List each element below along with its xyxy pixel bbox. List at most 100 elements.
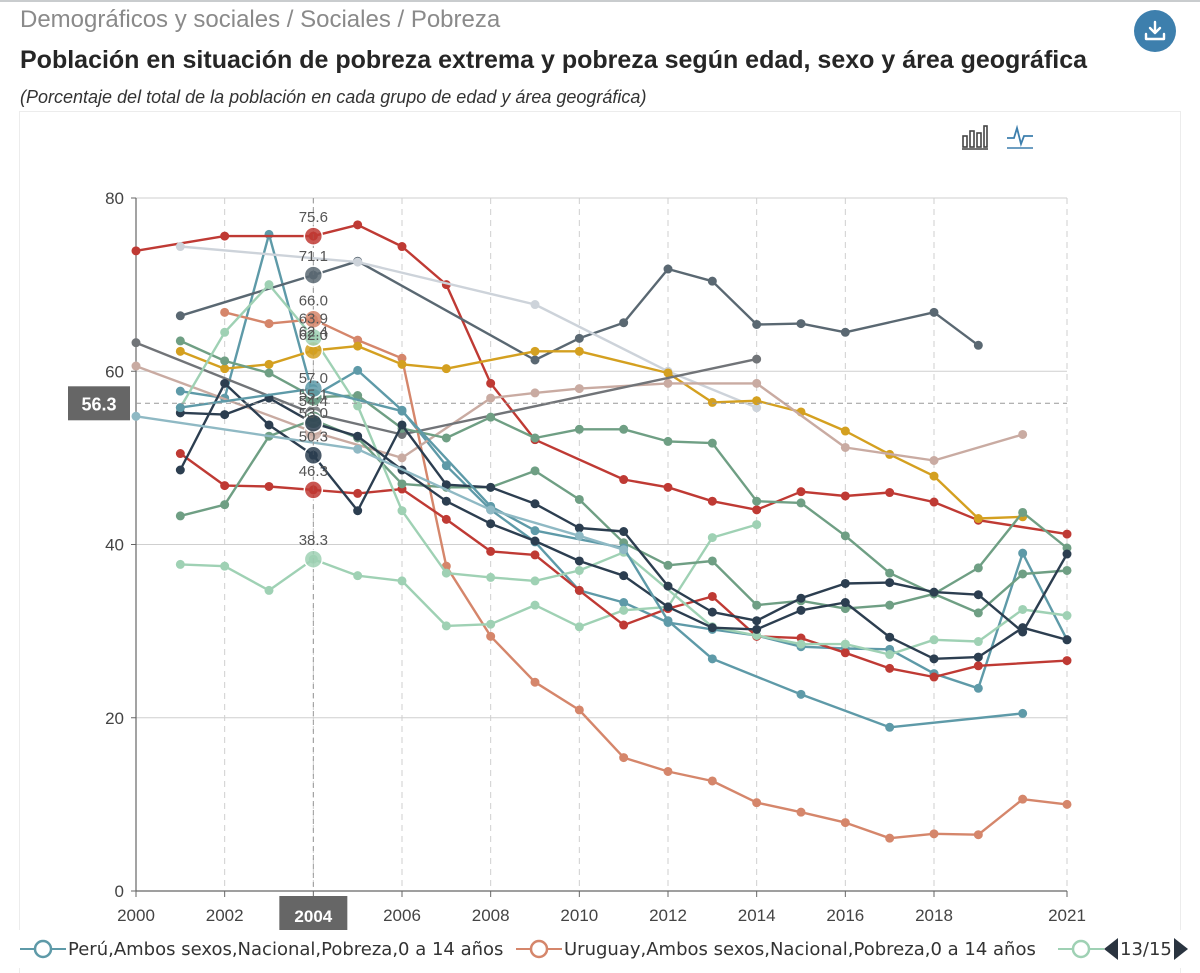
breadcrumb[interactable]: Demográficos y sociales / Sociales / Pob… [20, 6, 501, 33]
data-point [619, 605, 629, 615]
data-point [929, 672, 939, 682]
data-point [619, 753, 629, 763]
data-point [175, 465, 185, 475]
series-7 [175, 242, 762, 413]
data-point [264, 359, 274, 369]
data-point [486, 546, 496, 556]
data-point [840, 327, 850, 337]
bar-chart-toggle[interactable] [961, 124, 989, 150]
data-point [707, 776, 717, 786]
data-point [885, 568, 895, 578]
x-tick-label: 2018 [915, 906, 953, 925]
data-point [574, 565, 584, 575]
data-point [264, 280, 274, 290]
x-tick-label: 2012 [649, 906, 687, 925]
data-point [663, 616, 673, 626]
legend-item-1[interactable]: Perú,Ambos sexos,Nacional,Pobreza,0 a 14… [20, 936, 520, 962]
data-point [885, 600, 895, 610]
x-tick-label: 2008 [472, 906, 510, 925]
page-subtitle: (Porcentaje del total de la población en… [20, 87, 647, 107]
data-point [796, 319, 806, 329]
series-line [135, 341, 757, 436]
data-point [796, 639, 806, 649]
data-point [574, 424, 584, 434]
data-point [885, 833, 895, 843]
data-point [353, 365, 363, 375]
y-tick-label: 60 [105, 362, 124, 381]
data-point [574, 622, 584, 632]
data-point [840, 598, 850, 608]
data-point [929, 654, 939, 664]
data-point [441, 433, 451, 443]
data-point [175, 311, 185, 321]
download-button[interactable] [1134, 10, 1176, 52]
data-point [220, 500, 230, 510]
data-point [530, 550, 540, 560]
line-chart-icon [1007, 124, 1033, 149]
point-value-label: 53.0 [299, 405, 328, 422]
data-point [796, 593, 806, 603]
bar-chart-icon [962, 125, 988, 150]
data-point [397, 242, 407, 252]
data-point [840, 639, 850, 649]
legend-item-2[interactable]: Uruguay,Ambos sexos,Nacional,Pobreza,0 a… [516, 936, 1056, 962]
data-point [619, 318, 629, 328]
legend-next-page-button[interactable] [1174, 938, 1188, 960]
data-point [264, 585, 274, 595]
data-point [530, 677, 540, 687]
legend: Perú,Ambos sexos,Nacional,Pobreza,0 a 14… [0, 930, 1200, 968]
data-point [663, 602, 673, 612]
page-title: Población en situación de pobreza extrem… [20, 46, 1088, 74]
data-point [663, 436, 673, 446]
y-tick-label: 40 [105, 536, 124, 555]
data-point [486, 482, 496, 492]
x-tick-label: 2014 [738, 906, 776, 925]
data-point [574, 346, 584, 356]
data-point [220, 378, 230, 388]
line-chart-toggle[interactable] [1006, 124, 1034, 150]
series-line [135, 415, 625, 551]
data-point [840, 442, 850, 452]
data-point [397, 479, 407, 489]
data-point [530, 600, 540, 610]
data-point [929, 307, 939, 317]
data-point [486, 505, 496, 515]
data-point [175, 403, 185, 413]
data-point [929, 497, 939, 507]
legend-marker-2 [516, 939, 562, 959]
data-point [530, 576, 540, 586]
y-tick-label: 80 [105, 189, 124, 208]
data-point [707, 438, 717, 448]
data-point [752, 520, 762, 530]
data-point [397, 576, 407, 586]
data-point [619, 527, 629, 537]
data-point [574, 531, 584, 541]
legend-prev-page-button[interactable] [1104, 938, 1118, 960]
data-point [1018, 548, 1028, 558]
legend-marker-3 [1058, 939, 1104, 959]
data-point [663, 560, 673, 570]
highlight-point [303, 378, 324, 399]
highlight-point [303, 549, 324, 569]
data-point [574, 585, 584, 595]
data-point [486, 378, 496, 388]
highlight-point [303, 327, 324, 348]
data-point [663, 264, 673, 274]
data-point [220, 561, 230, 571]
legend-marker-1 [20, 939, 66, 959]
series-14 [175, 378, 1072, 637]
data-point [486, 619, 496, 629]
legend-item-3[interactable] [1058, 936, 1104, 962]
point-value-label: 46.3 [299, 463, 328, 480]
data-point [1018, 569, 1028, 579]
data-point [574, 556, 584, 566]
data-point [353, 571, 363, 581]
data-point [220, 327, 230, 337]
series-17 [131, 411, 629, 555]
point-value-label: 71.1 [299, 248, 328, 265]
data-point [929, 471, 939, 481]
data-point [840, 818, 850, 828]
series-line [135, 364, 1024, 462]
data-point [752, 378, 762, 388]
